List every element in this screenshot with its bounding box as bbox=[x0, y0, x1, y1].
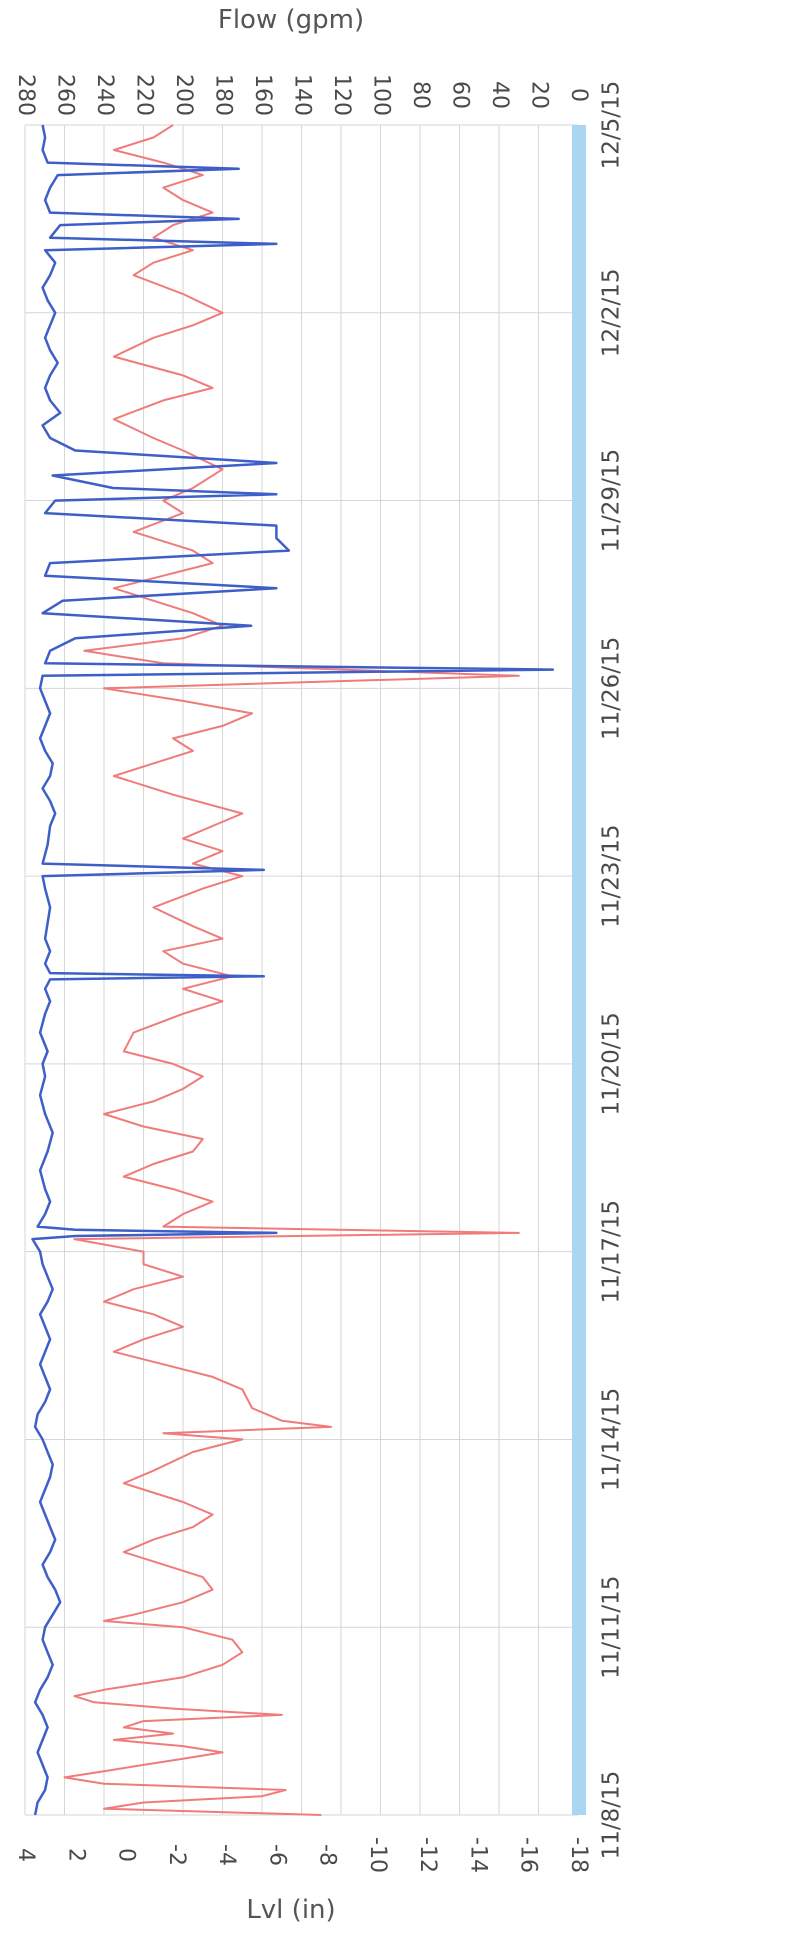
flow-tick-label: 160 bbox=[250, 74, 275, 116]
level-tick-label: -6 bbox=[264, 1844, 289, 1866]
level-tick-label: -14 bbox=[465, 1837, 490, 1873]
flow-tick-label: 80 bbox=[408, 81, 433, 109]
date-tick-label: 11/26/15 bbox=[599, 637, 625, 740]
level-axis-ticks: 4 2 0 -2 -4 -6 -8 -10 -12 -14 -16 -18 bbox=[13, 1837, 591, 1873]
flow-tick-label: 280 bbox=[13, 74, 38, 116]
flow-tick-label: 240 bbox=[92, 74, 117, 116]
series-lines bbox=[31, 124, 555, 1816]
level-tick-label: -12 bbox=[415, 1837, 440, 1873]
date-tick-label: 11/23/15 bbox=[599, 824, 625, 927]
flow-series-line bbox=[63, 124, 520, 1816]
flow-tick-label: 200 bbox=[171, 74, 196, 116]
level-axis-title: Lvl (in) bbox=[246, 1895, 335, 1925]
date-tick-label: 12/2/15 bbox=[599, 268, 625, 357]
time-axis-band bbox=[572, 125, 586, 1815]
flow-axis-ticks: 280 260 240 220 200 180 160 140 120 100 80 60 40 20 0 bbox=[13, 74, 591, 116]
date-tick-label: 11/14/15 bbox=[599, 1388, 625, 1491]
level-tick-label: 0 bbox=[114, 1848, 139, 1862]
flow-tick-label: 260 bbox=[53, 74, 78, 116]
flow-tick-label: 100 bbox=[369, 74, 394, 116]
flow-tick-label: 20 bbox=[527, 81, 552, 109]
date-tick-label: 11/17/15 bbox=[599, 1200, 625, 1303]
flow-tick-label: 40 bbox=[487, 81, 512, 109]
level-tick-label: -2 bbox=[164, 1844, 189, 1866]
level-tick-label: 2 bbox=[63, 1848, 88, 1862]
level-tick-label: -4 bbox=[214, 1844, 239, 1866]
level-tick-label: -10 bbox=[365, 1837, 390, 1873]
date-axis-ticks: 11/8/15 11/11/15 11/14/15 11/17/15 11/20/15 1… bbox=[599, 81, 625, 1860]
flow-tick-label: 60 bbox=[448, 81, 473, 109]
date-tick-label: 11/11/15 bbox=[599, 1576, 625, 1679]
flow-tick-label: 120 bbox=[329, 74, 354, 116]
level-tick-label: 4 bbox=[13, 1848, 38, 1862]
flow-axis-title: Flow (gpm) bbox=[218, 5, 364, 35]
date-tick-label: 11/29/15 bbox=[599, 449, 625, 552]
level-tick-label: -18 bbox=[566, 1837, 591, 1873]
flow-tick-label: 0 bbox=[566, 88, 591, 102]
flow-tick-label: 180 bbox=[211, 74, 236, 116]
date-tick-label: 11/8/15 bbox=[599, 1771, 625, 1860]
date-tick-label: 12/5/15 bbox=[599, 81, 625, 170]
level-tick-label: -16 bbox=[516, 1837, 541, 1873]
date-tick-label: 11/20/15 bbox=[599, 1012, 625, 1115]
level-series-line bbox=[31, 124, 555, 1816]
level-tick-label: -8 bbox=[315, 1844, 340, 1866]
flow-tick-label: 220 bbox=[132, 74, 157, 116]
flow-tick-label: 140 bbox=[290, 74, 315, 116]
grid-lines bbox=[24, 124, 579, 1816]
